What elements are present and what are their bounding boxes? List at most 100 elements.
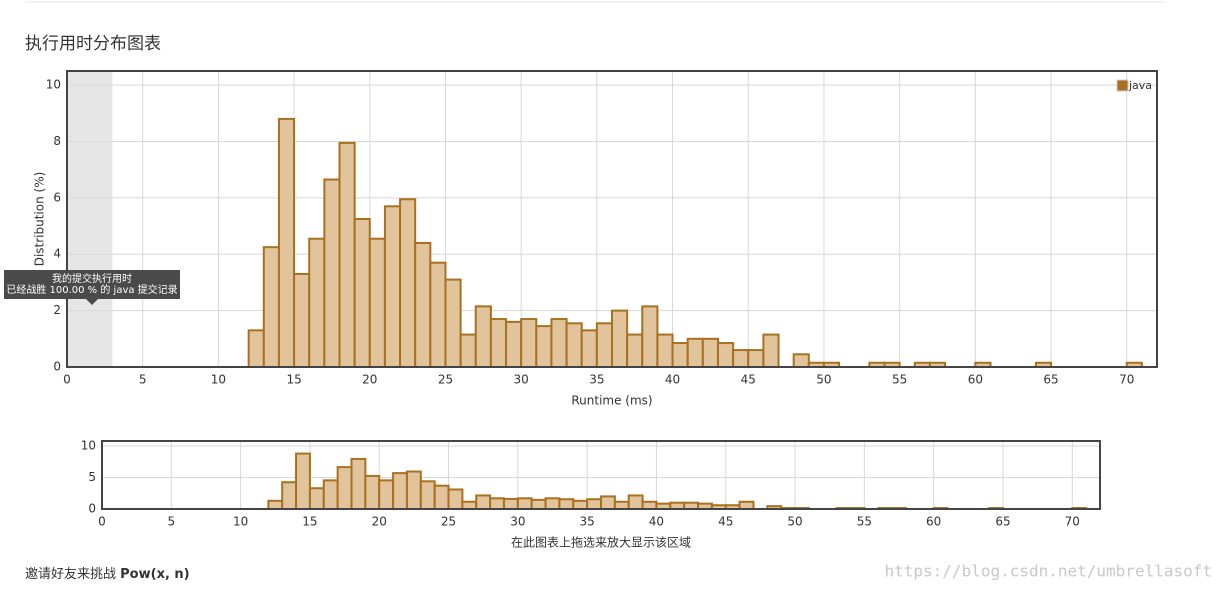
tooltip-arrow [86, 299, 98, 305]
bar [459, 333, 477, 369]
bar [656, 333, 674, 369]
bar [716, 342, 735, 368]
bar [447, 488, 464, 510]
footer-label: 邀请好友来挑战 [25, 566, 116, 582]
bar [613, 500, 630, 510]
y-tick-label: 8 [53, 134, 61, 148]
bar [738, 500, 755, 510]
bar [611, 309, 629, 368]
bar [405, 470, 422, 511]
bar [350, 457, 367, 511]
bar [762, 333, 780, 369]
y-tick-label: 5 [88, 470, 96, 484]
x-tick-label: 70 [1119, 373, 1134, 387]
bar [429, 261, 447, 369]
bar [558, 498, 575, 511]
bar [378, 479, 395, 510]
bar [308, 487, 325, 511]
bar [641, 500, 658, 510]
page-title: 执行用时分布图表 [25, 34, 161, 54]
bar [530, 498, 547, 510]
x-tick-label: 5 [167, 515, 175, 529]
bar [641, 305, 659, 368]
bar [595, 322, 613, 368]
y-tick-label: 0 [88, 502, 96, 516]
tooltip: 我的提交执行用时 已经战胜 100.00 % 的 java 提交记录 [4, 270, 180, 305]
bar [580, 329, 598, 369]
bar [392, 472, 408, 511]
bar [277, 117, 296, 368]
bar [544, 497, 561, 510]
x-tick-label: 70 [1065, 515, 1080, 529]
bar [686, 337, 704, 368]
x-tick-label: 20 [362, 373, 377, 387]
y-axis-label: Distribution (%) [33, 172, 47, 267]
highlight-band [67, 71, 113, 367]
bar [368, 237, 386, 368]
bar [383, 205, 402, 368]
x-tick-label: 15 [286, 373, 301, 387]
x-tick-label: 30 [514, 373, 529, 387]
bar [489, 318, 508, 369]
tooltip-box [4, 270, 180, 299]
bar [475, 494, 492, 510]
bar [627, 494, 644, 510]
bar [444, 278, 462, 368]
bar [461, 500, 478, 510]
x-tick-label: 35 [579, 515, 594, 529]
x-axis-label: Runtime (ms) [571, 394, 652, 408]
bar [520, 318, 538, 369]
bar [792, 353, 810, 369]
bar [732, 349, 750, 369]
bar [353, 218, 371, 368]
bar [535, 325, 553, 368]
x-tick-label: 25 [441, 515, 456, 529]
bar [338, 141, 356, 368]
watermark: https://blog.csdn.net/umbrellasoft [884, 562, 1212, 581]
bar [323, 178, 341, 368]
bar [747, 349, 765, 369]
x-tick-label: 0 [63, 373, 71, 387]
footer-text: 邀请好友来挑战 Pow(x, n) [25, 566, 190, 582]
bar [322, 479, 339, 510]
tooltip-line: 我的提交执行用时 [52, 272, 132, 285]
y-tick-label: 6 [53, 190, 61, 204]
x-tick-label: 25 [438, 373, 453, 387]
bar [267, 499, 284, 511]
x-tick-label: 35 [589, 373, 604, 387]
bar [281, 481, 298, 511]
x-tick-label: 45 [718, 515, 733, 529]
bar [247, 329, 265, 369]
x-tick-label: 15 [302, 515, 317, 529]
bar [419, 480, 436, 510]
x-axis-label: 在此图表上拖选来放大显示该区域 [511, 535, 691, 550]
x-tick-label: 65 [1043, 373, 1058, 387]
y-tick-label: 0 [53, 360, 61, 374]
x-tick-label: 45 [741, 373, 756, 387]
bar [308, 237, 326, 368]
bar [364, 474, 381, 511]
y-tick-label: 10 [81, 439, 96, 453]
bar [399, 198, 417, 368]
bar [600, 495, 616, 511]
x-tick-label: 60 [968, 373, 983, 387]
legend-label: java [1128, 79, 1152, 92]
problem-link[interactable]: Pow(x, n) [120, 567, 189, 582]
bar [505, 320, 523, 368]
x-tick-label: 60 [926, 515, 941, 529]
bar [293, 272, 311, 369]
x-tick-label: 10 [211, 373, 226, 387]
x-tick-label: 40 [649, 515, 664, 529]
x-tick-label: 50 [787, 515, 802, 529]
bar [550, 318, 568, 369]
y-tick-label: 10 [46, 78, 61, 92]
bar [474, 305, 492, 368]
x-tick-label: 40 [665, 373, 680, 387]
bar [295, 452, 311, 510]
legend-swatch [1116, 79, 1129, 92]
bar [516, 497, 533, 510]
plot-frame [101, 440, 1101, 510]
